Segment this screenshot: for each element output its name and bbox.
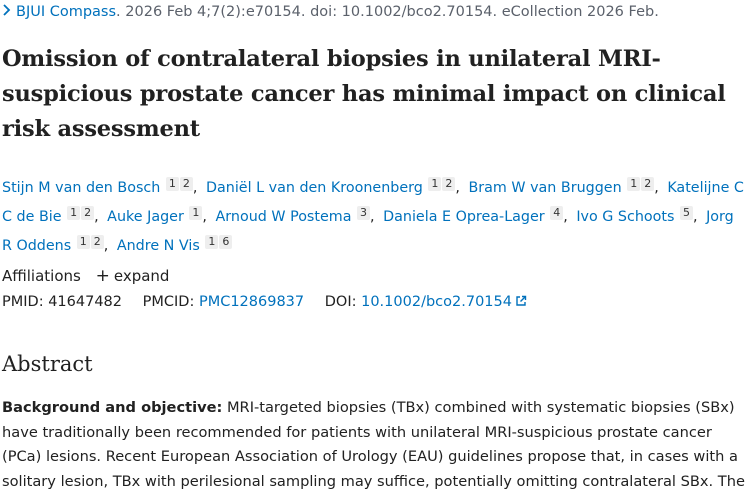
author-item: Auke Jager 1, <box>107 206 211 225</box>
affiliation-badge[interactable]: 1 <box>627 177 641 191</box>
author-link[interactable]: Bram W van Bruggen <box>468 180 622 196</box>
affiliation-badge[interactable]: 1 <box>67 206 81 220</box>
author-link[interactable]: Arnoud W Postema <box>215 209 352 225</box>
author-separator: , <box>94 209 99 225</box>
pmcid-link[interactable]: PMC12869837 <box>198 294 305 310</box>
affiliations-row: Affiliations + expand <box>2 266 169 286</box>
affiliation-badge[interactable]: 2 <box>442 177 456 191</box>
journal-link[interactable]: BJUI Compass <box>16 4 117 20</box>
author-item: Arnoud W Postema 3, <box>215 206 379 225</box>
author-link[interactable]: Jorg R Oddens <box>2 209 734 254</box>
author-separator: , <box>654 180 659 196</box>
affiliation-badge[interactable]: 1 <box>165 177 179 191</box>
abstract-section-label: Background and objective: <box>2 399 223 416</box>
affiliation-badge[interactable]: 2 <box>641 177 655 191</box>
affiliations-label: Affiliations <box>2 267 81 285</box>
pmcid-label: PMCID: <box>142 294 195 310</box>
affiliation-badge[interactable]: 4 <box>550 206 564 220</box>
author-separator: , <box>202 209 207 225</box>
expand-label: expand <box>113 267 170 285</box>
chevron-right-icon[interactable] <box>2 4 16 20</box>
affiliation-badge[interactable]: 5 <box>680 206 693 220</box>
affiliation-badge[interactable]: 6 <box>219 235 233 249</box>
citation-line: BJUI Compass. 2026 Feb 4;7(2):e70154. do… <box>2 4 659 20</box>
author-link[interactable]: Daniela E Oprea-Lager <box>383 209 545 225</box>
affiliation-badge[interactable]: 1 <box>189 206 203 220</box>
doi-link[interactable]: 10.1002/bco2.70154 <box>361 294 527 310</box>
author-link[interactable]: Katelijne C C de Bie <box>2 180 744 225</box>
author-link[interactable]: Stijn M van den Bosch <box>2 180 161 196</box>
affiliation-badge[interactable]: 2 <box>179 177 193 191</box>
doi-value: 10.1002/bco2.70154 <box>361 294 512 310</box>
author-item: Ivo G Schoots 5, <box>576 206 701 225</box>
expand-affiliations-button[interactable]: + expand <box>95 266 170 286</box>
affiliation-badge[interactable]: 1 <box>205 235 219 249</box>
affiliation-badge[interactable]: 2 <box>90 235 104 249</box>
affiliation-badge[interactable]: 1 <box>428 177 442 191</box>
author-link[interactable]: Daniël L van den Kroonenberg <box>205 180 423 196</box>
external-link-icon <box>515 295 527 307</box>
author-separator: , <box>103 238 109 254</box>
identifiers-row: PMID: 41647482 PMCID: PMC12869837 DOI: 1… <box>2 294 527 310</box>
author-separator: , <box>563 209 568 225</box>
abstract-text: MRI-targeted biopsies (TBx) combined wit… <box>2 399 745 490</box>
affiliation-badge[interactable]: 2 <box>81 206 95 220</box>
abstract-paragraph: Background and objective: MRI-targeted b… <box>2 396 747 494</box>
pmid-value: 41647482 <box>48 294 123 310</box>
abstract-heading: Abstract <box>2 352 93 376</box>
author-separator: , <box>192 180 198 196</box>
affiliation-badge[interactable]: 3 <box>357 206 371 220</box>
plus-icon: + <box>95 266 110 286</box>
doi-label: DOI: <box>324 294 357 310</box>
affiliation-badge[interactable]: 1 <box>76 235 90 249</box>
article-title: Omission of contralateral biopsies in un… <box>2 46 726 142</box>
citation-details: . 2026 Feb 4;7(2):e70154. doi: 10.1002/b… <box>116 4 659 20</box>
author-separator: , <box>693 209 698 225</box>
author-separator: , <box>455 180 460 196</box>
author-link[interactable]: Auke Jager <box>107 209 184 225</box>
author-separator: , <box>370 209 375 225</box>
author-item: Daniela E Oprea-Lager 4, <box>383 206 572 225</box>
pmid-label: PMID: <box>2 294 44 310</box>
author-link[interactable]: Ivo G Schoots <box>576 209 675 225</box>
author-link[interactable]: Andre N Vis <box>116 238 200 254</box>
